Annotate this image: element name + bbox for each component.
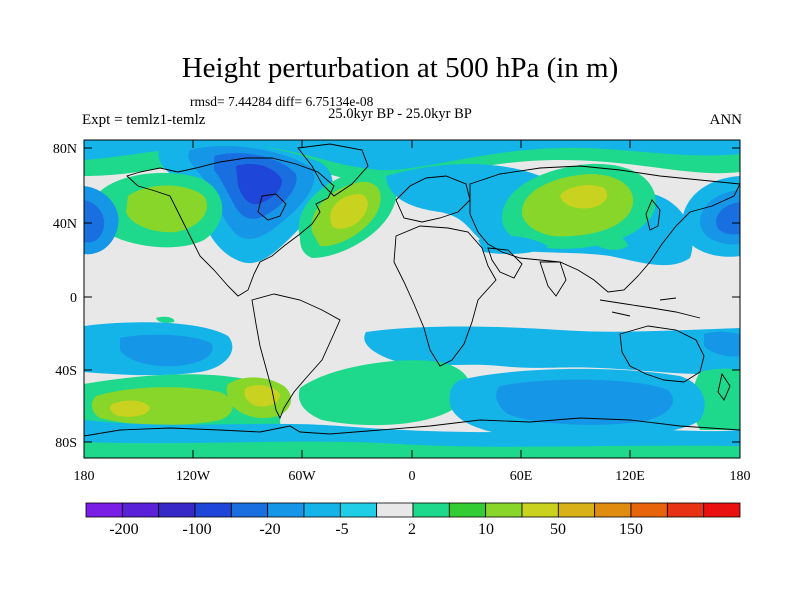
natl-high-inner: [330, 194, 368, 229]
lat-label: 40S: [55, 364, 77, 379]
coast-hudson-bay: [257, 193, 287, 221]
lon-label: 180: [730, 469, 751, 484]
lat-label: 80N: [53, 142, 77, 157]
lon-label: 120W: [176, 469, 211, 484]
colorbar-box: [194, 502, 232, 518]
colorbar-labels: -200 -100 -20 -5 2 10 50 150: [109, 521, 643, 538]
lat-ticks: [84, 147, 740, 443]
sh-low-south-inner: [496, 379, 673, 425]
coast-africa: [393, 225, 497, 367]
spac-low-inner: [120, 334, 213, 367]
experiment-label: Expt = temlz1-temlz: [82, 112, 206, 128]
coast-japan: [645, 199, 661, 231]
colorbar-box: [485, 502, 523, 518]
sh-high-inner: [110, 400, 150, 417]
lat-label: 80S: [55, 436, 77, 451]
lon-labels: 180 120W 60W 0 60E 120E 180: [74, 469, 751, 484]
coast-australia: [619, 325, 705, 383]
coastlines: [84, 143, 740, 437]
npac-high-inner: [126, 185, 208, 233]
colorbar-box: [412, 502, 450, 518]
dateline-low-west-core: [84, 200, 105, 243]
colorbar-box: [121, 502, 160, 518]
colorbar-label: 50: [550, 521, 566, 538]
coast-india: [539, 261, 567, 297]
coast-indonesia: [599, 297, 701, 319]
lon-label: 180: [74, 469, 95, 484]
colorbar-label: 10: [478, 521, 494, 538]
coast-eurasia: [469, 165, 740, 293]
colorbar-box: [230, 502, 269, 518]
eurasia-high-inner: [560, 185, 608, 209]
sh-low-band: [364, 326, 740, 375]
coast-antarctica: [84, 417, 740, 437]
colorbar-label: -20: [259, 521, 280, 538]
colorbar-label: 2: [408, 521, 416, 538]
period-text: 25.0kyr BP - 25.0kyr BP: [328, 106, 472, 122]
colorbar-box: [521, 502, 559, 518]
colorbar-label: -100: [182, 521, 211, 538]
lon-label: 0: [409, 469, 416, 484]
colorbar-box: [666, 502, 705, 518]
colorbar-box: [85, 502, 123, 518]
colorbar-box: [703, 502, 741, 518]
colorbar-box: [339, 502, 378, 518]
colorbar-box: [376, 502, 414, 518]
lat-labels: 80N 40N 0 40S 80S: [53, 142, 77, 451]
eq-cyan-patch: [156, 316, 175, 323]
colorbar-box: [557, 502, 596, 518]
colorbar-box: [448, 502, 487, 518]
lat-label: 0: [70, 291, 77, 306]
lon-label: 60W: [288, 469, 316, 484]
colorbar-box: [267, 502, 305, 518]
lon-label: 120E: [615, 469, 645, 484]
sam-high-inner: [244, 385, 280, 407]
coast-greenland: [297, 143, 369, 197]
na-low-core: [236, 163, 282, 205]
lon-label: 60E: [510, 469, 533, 484]
china-cyan-patch: [598, 235, 628, 250]
colorbar-label: 150: [619, 521, 643, 538]
coast-south-america: [251, 293, 341, 420]
map-title: Height perturbation at 500 hPa (in m): [181, 52, 619, 84]
coast-new-zealand: [717, 372, 731, 401]
lon-ticks: [83, 140, 741, 458]
dateline-low-east-core: [716, 202, 740, 235]
coast-arabia: [487, 247, 523, 279]
antarctic-cyan-band: [84, 441, 740, 458]
nh-blue-strip: [478, 235, 548, 254]
colorbar-box: [158, 502, 196, 518]
colorbar-box: [594, 502, 632, 518]
coast-north-america: [126, 157, 335, 297]
lat-label: 40N: [53, 217, 77, 232]
arctic-blue-band: [84, 140, 740, 171]
colorbar: [85, 502, 741, 518]
colorbar-box: [303, 502, 341, 518]
season-label: ANN: [709, 112, 743, 128]
sh-low-band-core: [704, 331, 740, 357]
colorbar-label: -200: [109, 521, 138, 538]
stats-text: rmsd= 7.44284 diff= 6.75134e-08: [190, 94, 374, 109]
colorbar-label: -5: [335, 521, 348, 538]
colorbar-box: [630, 502, 668, 518]
